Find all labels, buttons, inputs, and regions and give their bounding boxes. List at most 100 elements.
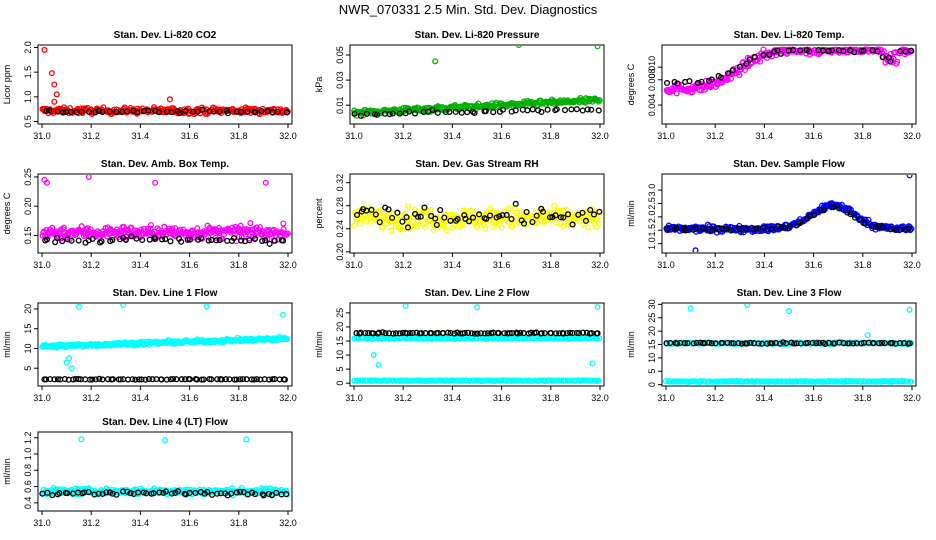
data-point [129, 376, 136, 383]
plot-frame [661, 173, 917, 254]
chart-title: Stan. Dev. Amb. Box Temp. [101, 159, 229, 170]
data-point [744, 304, 751, 308]
data-point [515, 218, 522, 225]
x-tick-label: 31.4 [132, 260, 150, 270]
data-point [724, 339, 731, 346]
x-tick-label: 31.4 [756, 393, 774, 403]
data-point [567, 329, 574, 336]
data-point [78, 108, 85, 115]
x-tick-label: 31.8 [230, 393, 248, 403]
data-point [238, 108, 245, 115]
data-point [141, 108, 148, 115]
x-tick-label: 31.4 [132, 393, 150, 403]
data-point [797, 47, 804, 54]
data-point [503, 211, 510, 218]
y-tick-label: 0.4 [23, 497, 33, 510]
x-tick-label: 31.0 [657, 131, 675, 141]
y-tick-label: 15 [23, 324, 33, 334]
data-point [200, 376, 207, 383]
x-tick-label: 31.6 [181, 393, 199, 403]
data-point [429, 106, 436, 114]
data-point [145, 376, 152, 383]
data-point [150, 490, 157, 497]
data-point [551, 202, 558, 209]
data-point [544, 106, 551, 113]
data-point [897, 48, 904, 55]
series-selected [663, 339, 913, 347]
data-point [760, 51, 767, 59]
data-point [382, 330, 389, 337]
data-point [145, 107, 152, 114]
data-point [806, 48, 813, 55]
data-point [385, 330, 393, 337]
data-point [595, 107, 602, 114]
data-point [811, 211, 818, 218]
data-point [766, 51, 773, 58]
data-point [138, 376, 145, 383]
data-point [197, 234, 205, 242]
data-point [539, 208, 547, 215]
data-points [39, 436, 291, 499]
data-point [471, 109, 478, 117]
data-point [437, 206, 444, 214]
data-point [368, 206, 375, 213]
data-point [238, 237, 245, 244]
data-point [48, 70, 55, 77]
data-point [386, 210, 393, 217]
data-point [356, 220, 363, 227]
data-point [192, 489, 199, 497]
data-point [777, 50, 784, 57]
data-point [828, 204, 835, 211]
data-point [374, 111, 381, 118]
chart-title: Stan. Dev. Line 1 Flow [113, 288, 218, 299]
data-point [396, 330, 403, 337]
data-point [399, 218, 406, 225]
data-point [906, 340, 913, 347]
data-point [861, 220, 868, 227]
data-point [880, 48, 887, 55]
data-point [874, 48, 881, 55]
data-point [847, 211, 854, 218]
data-point [595, 220, 602, 227]
data-point [54, 376, 61, 383]
data-point [904, 378, 911, 385]
data-point [512, 107, 519, 114]
data-point [109, 490, 116, 497]
data-point [736, 72, 743, 79]
data-points [39, 175, 291, 247]
y-axis-label: degrees C [2, 192, 12, 234]
y-axis-label: ml/min [314, 331, 324, 358]
data-point [836, 205, 843, 212]
data-point [216, 108, 223, 115]
data-point [541, 330, 548, 337]
data-point [260, 492, 267, 499]
data-point [186, 376, 194, 383]
data-point [432, 58, 439, 65]
y-tick-label: 5 [23, 366, 33, 371]
data-point [515, 46, 522, 49]
data-point [174, 488, 181, 495]
series-all [39, 175, 291, 245]
data-point [178, 376, 185, 383]
series-selected [664, 204, 913, 234]
data-point [468, 330, 475, 337]
data-point [573, 329, 580, 336]
x-tick-label: 31.6 [805, 393, 823, 403]
data-point [496, 213, 503, 220]
data-point [594, 330, 601, 337]
data-point [99, 108, 106, 115]
data-point [78, 223, 85, 230]
data-points [351, 304, 603, 385]
data-point [262, 237, 269, 244]
y-tick-label: 15 [335, 336, 345, 346]
data-points [351, 200, 603, 234]
chart-title: Stan. Dev. Line 2 Flow [425, 288, 530, 299]
data-point [409, 329, 416, 336]
data-point [210, 108, 217, 115]
series-selected [353, 329, 601, 337]
data-point [506, 330, 513, 337]
chart-panel-1: Stan. Dev. Li-820 CO2 Licor ppm 31.0 31.2 31… [2, 30, 297, 141]
plot-frame [661, 44, 917, 125]
data-point [168, 109, 175, 116]
